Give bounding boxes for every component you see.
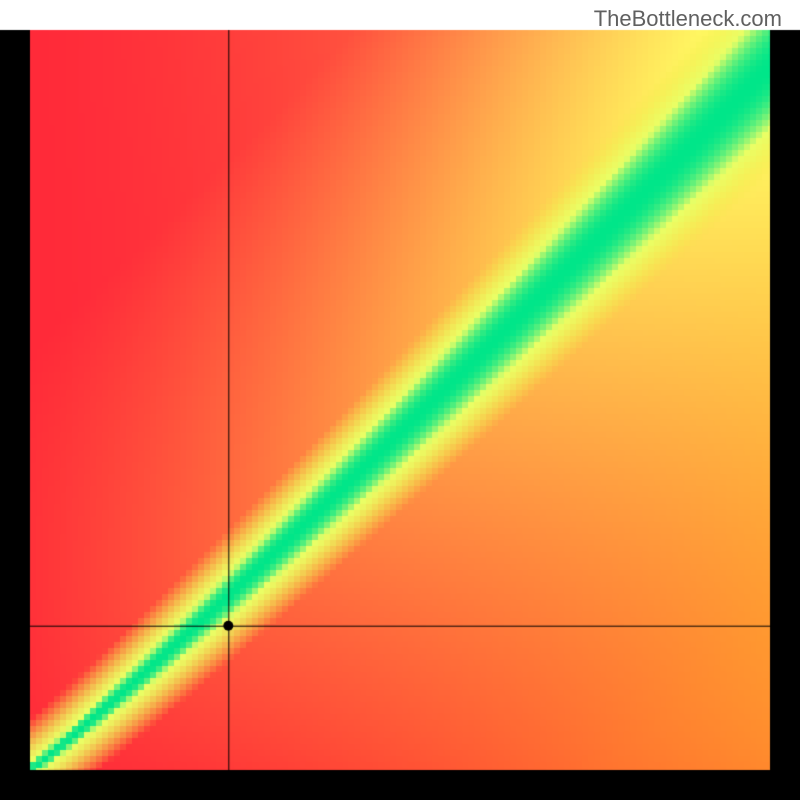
watermark-text: TheBottleneck.com — [594, 6, 782, 32]
heatmap-canvas — [0, 0, 800, 800]
